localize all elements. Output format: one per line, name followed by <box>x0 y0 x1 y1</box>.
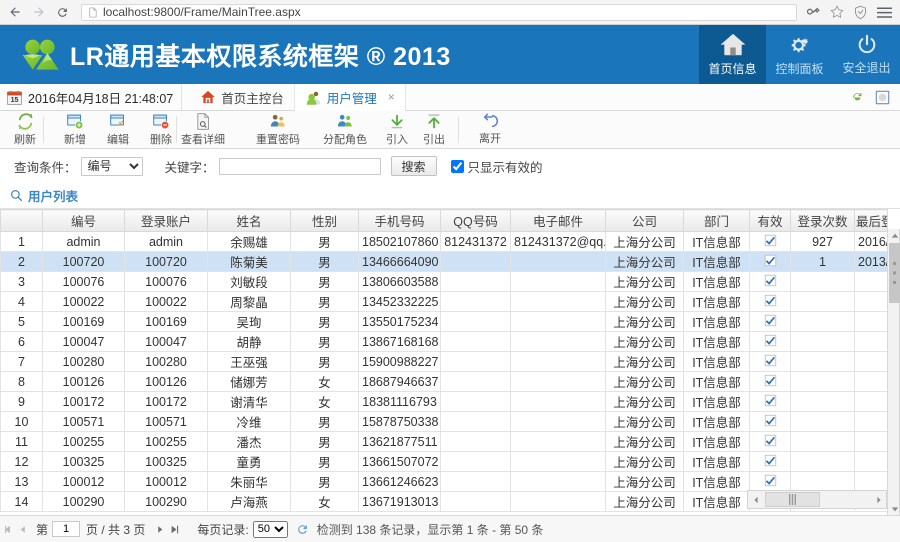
svg-text:15: 15 <box>11 95 19 103</box>
